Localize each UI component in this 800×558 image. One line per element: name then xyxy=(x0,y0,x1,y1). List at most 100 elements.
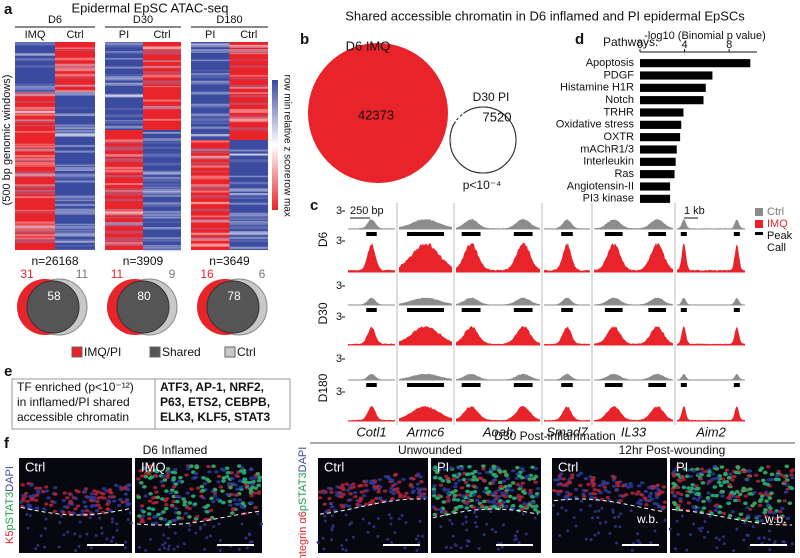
cell xyxy=(95,490,101,494)
heatmap-stripe xyxy=(191,119,230,122)
cell xyxy=(139,520,144,524)
column-label: Ctrl xyxy=(66,29,83,41)
pstat3-cell xyxy=(467,464,472,469)
pstat3-cell xyxy=(227,499,233,504)
heatmap-stripe xyxy=(15,211,55,214)
cell xyxy=(446,488,451,492)
cell xyxy=(505,486,511,490)
pstat3-cell xyxy=(189,464,194,468)
cell xyxy=(229,482,235,486)
dermal-cell xyxy=(205,536,209,540)
cell xyxy=(96,503,101,507)
pstat3-cell xyxy=(171,477,176,482)
heatmap-block xyxy=(143,130,181,250)
cell xyxy=(591,476,596,480)
heatmap-stripe xyxy=(143,60,181,62)
dermal-cell xyxy=(115,522,119,526)
pstat3-cell xyxy=(173,482,179,486)
cell xyxy=(101,487,107,491)
pstat3-cell xyxy=(686,486,691,490)
pstat3-cell xyxy=(158,516,164,521)
cell xyxy=(789,469,794,473)
dermal-cell xyxy=(389,516,393,520)
cell xyxy=(52,486,58,490)
dermal-cell xyxy=(588,504,592,508)
pstat3-cell xyxy=(162,478,168,482)
cell xyxy=(177,479,182,483)
heatmap-stripe xyxy=(15,111,55,114)
cell xyxy=(672,494,678,498)
pstat3-cell xyxy=(727,513,733,518)
cell xyxy=(73,496,78,500)
bar xyxy=(640,96,704,105)
peak-call xyxy=(680,232,687,236)
dermal-cell xyxy=(361,517,365,521)
cell xyxy=(160,484,166,488)
cell xyxy=(433,507,439,511)
cell xyxy=(328,502,334,506)
group-label: D30 Post-inflammation xyxy=(494,429,615,443)
cell xyxy=(76,490,81,494)
heatmap-stripe xyxy=(15,83,55,86)
cell xyxy=(348,498,353,502)
dermal-cell xyxy=(403,546,407,550)
cell xyxy=(728,472,733,476)
cell xyxy=(327,496,332,501)
heatmap-stripe xyxy=(105,211,143,214)
cell xyxy=(671,474,677,478)
cell xyxy=(497,504,502,508)
heatmap-stripe xyxy=(229,245,268,248)
pstat3-cell xyxy=(209,496,214,501)
heatmap-stripe xyxy=(191,134,230,137)
cell xyxy=(745,514,751,518)
scale-label: 1 kb xyxy=(684,205,705,217)
cell xyxy=(171,500,176,504)
x-tick-label: 0 xyxy=(637,39,643,51)
venn-count: 6 xyxy=(259,267,266,281)
pstat3-cell xyxy=(694,467,700,471)
dermal-cell xyxy=(699,529,703,533)
dermal-cell xyxy=(743,521,747,525)
pstat3-cell xyxy=(201,476,206,480)
heatmap-stripe xyxy=(229,187,268,191)
peak-call xyxy=(733,308,740,312)
table-text: accessible chromatin xyxy=(17,410,129,424)
cell xyxy=(605,481,610,485)
heatmap-stripe xyxy=(143,106,181,109)
cell xyxy=(68,499,73,503)
cell xyxy=(735,495,740,499)
cell xyxy=(743,494,748,498)
coverage-track xyxy=(456,219,540,229)
coverage-track xyxy=(677,243,745,272)
cell xyxy=(763,514,769,518)
dermal-cell xyxy=(598,521,602,525)
pstat3-cell xyxy=(762,510,767,515)
heatmap-stripe xyxy=(105,193,143,196)
heatmap-stripe xyxy=(15,234,55,237)
pstat3-cell xyxy=(452,493,458,498)
cell xyxy=(721,511,727,516)
heatmap-stripe xyxy=(143,186,181,189)
heatmap-stripe xyxy=(229,52,268,55)
cell xyxy=(126,487,131,492)
cell xyxy=(681,477,686,482)
cell xyxy=(656,492,661,496)
cell xyxy=(389,497,395,501)
dermal-cell xyxy=(464,515,468,519)
n-label: n=3649 xyxy=(209,254,250,268)
venn-count: 11 xyxy=(111,267,124,281)
heatmap-stripe xyxy=(15,42,55,45)
dermal-cell xyxy=(702,535,706,539)
x-tick-label: 8 xyxy=(726,39,732,51)
pstat3-cell xyxy=(695,486,701,491)
cell xyxy=(82,500,87,504)
panel-label: d xyxy=(575,31,584,48)
cell xyxy=(586,482,591,486)
heatmap-stripe xyxy=(15,185,55,188)
cell xyxy=(239,466,245,470)
dermal-cell xyxy=(767,537,771,541)
dermal-cell xyxy=(43,527,47,531)
heatmap-stripe xyxy=(105,158,143,160)
heatmap-stripe xyxy=(55,107,95,109)
dermal-cell xyxy=(477,547,481,551)
